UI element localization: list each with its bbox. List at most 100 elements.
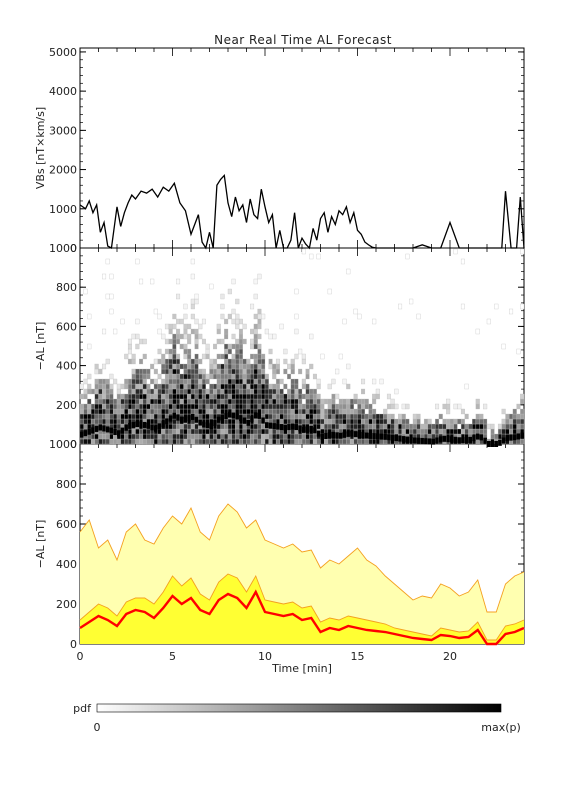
pdf-cell xyxy=(353,418,358,425)
pdf-cell xyxy=(279,413,284,420)
pdf-cell xyxy=(483,428,488,435)
pdf-cell xyxy=(139,383,144,390)
pdf-cell xyxy=(172,338,177,345)
pdf-cell xyxy=(179,363,184,370)
pdf-cell-peak xyxy=(279,424,284,431)
pdf-cell xyxy=(131,358,136,365)
pdf-cell xyxy=(116,423,121,430)
pdf-cell xyxy=(213,403,218,410)
pdf-cell xyxy=(261,403,266,410)
pdf-cell xyxy=(172,368,177,375)
pdf-cell xyxy=(520,248,525,255)
pdf-cell xyxy=(257,398,262,405)
pdf-cell xyxy=(198,383,203,390)
pdf-cell xyxy=(231,393,236,400)
pdf-cell xyxy=(187,393,192,400)
pdf-cell xyxy=(372,438,377,445)
pdf-cell xyxy=(250,433,255,440)
pdf-cell xyxy=(342,378,347,385)
pdf-cell-peak xyxy=(246,419,251,426)
pdf-cell xyxy=(179,403,184,410)
pdf-cell xyxy=(142,388,147,395)
pdf-cell xyxy=(131,438,136,445)
pdf-cell xyxy=(131,333,136,340)
pdf-cell xyxy=(164,393,169,400)
pdf-cell xyxy=(235,338,240,345)
pdf-cell xyxy=(501,418,506,425)
pdf-cell-peak xyxy=(383,433,388,440)
pdf-cell xyxy=(287,413,292,420)
pdf-cell xyxy=(238,393,243,400)
pdf-cell xyxy=(290,398,295,405)
pdf-cell xyxy=(183,328,188,335)
pdf-cell xyxy=(301,433,306,440)
pdf-cell xyxy=(268,433,273,440)
pdf-cell xyxy=(164,428,169,435)
pdf-cell xyxy=(460,303,465,310)
pdf-cell xyxy=(242,383,247,390)
pdf-cell xyxy=(176,353,181,360)
pdf-cell xyxy=(209,413,214,420)
pdf-cell xyxy=(264,383,269,390)
pdf-cell xyxy=(509,428,514,435)
pdf-cell xyxy=(520,423,525,430)
pdf-cell xyxy=(183,353,188,360)
pdf-cell xyxy=(324,398,329,405)
pdf-cell xyxy=(183,398,188,405)
pdf-cell xyxy=(379,418,384,425)
ytick-label: 0 xyxy=(70,242,77,255)
pdf-cell-peak xyxy=(131,421,136,428)
pdf-cell xyxy=(94,398,99,405)
pdf-cell xyxy=(142,428,147,435)
pdf-cell xyxy=(357,423,362,430)
pdf-cell xyxy=(272,383,277,390)
pdf-cell xyxy=(209,358,214,365)
pdf-cell xyxy=(190,298,195,305)
pdf-cell xyxy=(116,383,121,390)
pdf-cell xyxy=(275,358,280,365)
pdf-cell xyxy=(353,393,358,400)
pdf-cell xyxy=(250,373,255,380)
pdf-cell xyxy=(235,398,240,405)
pdf-cell xyxy=(246,408,251,415)
pdf-cell xyxy=(213,363,218,370)
pdf-cell xyxy=(475,438,480,445)
pdf-cell xyxy=(164,388,169,395)
pdf-cell xyxy=(194,393,199,400)
pdf-cell xyxy=(183,313,188,320)
pdf-cell xyxy=(205,408,210,415)
pdf-cell xyxy=(131,428,136,435)
pdf-cell xyxy=(176,388,181,395)
pdf-cell xyxy=(224,343,229,350)
pdf-cell xyxy=(227,348,232,355)
pdf-cell xyxy=(509,423,514,430)
pdf-cell xyxy=(316,418,321,425)
pdf-cell-peak xyxy=(424,438,428,445)
pdf-cell xyxy=(131,398,136,405)
pdf-cell xyxy=(205,348,210,355)
pdf-cell-peak xyxy=(117,430,121,437)
pdf-cell xyxy=(338,413,343,420)
pdf-cell-peak xyxy=(405,436,410,443)
pdf-cell xyxy=(401,403,406,410)
pdf-cell xyxy=(386,423,391,430)
pdf-cell xyxy=(168,328,173,335)
pdf-cell xyxy=(164,338,169,345)
pdf-cell xyxy=(213,343,218,350)
pdf-cell xyxy=(283,358,288,365)
pdf-cell xyxy=(316,398,321,405)
pdf-cell xyxy=(205,428,210,435)
pdf-cell xyxy=(342,423,347,430)
pdf-cell xyxy=(250,338,255,345)
pdf-cell xyxy=(309,433,314,440)
pdf-cell xyxy=(231,403,236,410)
pdf-cell xyxy=(194,363,199,370)
pdf-cell xyxy=(146,368,151,375)
pdf-cell xyxy=(298,368,303,375)
pdf-cell xyxy=(283,433,288,440)
pdf-cell xyxy=(275,398,280,405)
pdf-cell xyxy=(153,368,158,375)
pdf-cell xyxy=(435,423,440,430)
pdf-cell xyxy=(238,358,243,365)
pdf-cell-peak xyxy=(109,427,114,434)
